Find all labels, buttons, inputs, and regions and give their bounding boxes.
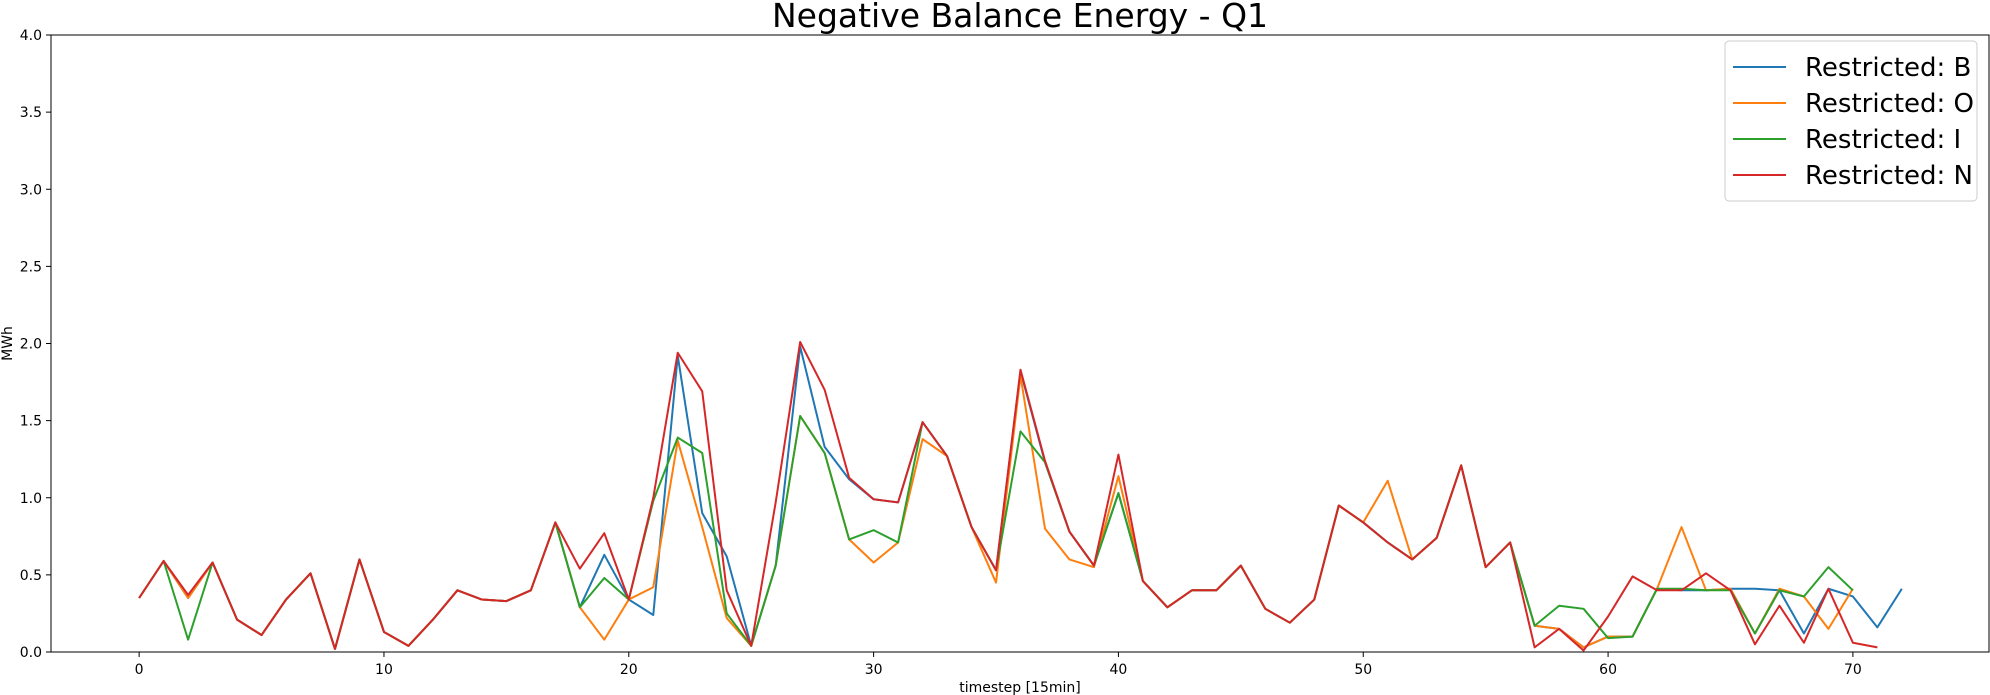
legend: Restricted: B Restricted: O Restricted: I R… [1724,40,1978,202]
y-tick-label: 0.5 [20,568,42,584]
y-axis-ticks: 0.0 0.5 1.0 1.5 2.0 2.5 3.0 3.5 4.0 [20,28,51,661]
y-tick-label: 2.5 [20,259,42,275]
y-tick-label: 0.0 [20,645,42,661]
y-tick-label: 1.0 [20,491,42,507]
y-tick-label: 1.5 [20,414,42,430]
x-tick-label: 50 [1354,662,1372,678]
legend-label: Restricted: B [1805,53,1971,83]
series-line-i [138,415,1854,650]
legend-label: Restricted: O [1805,89,1974,119]
x-tick-label: 0 [135,662,144,678]
y-tick-label: 3.0 [20,182,42,198]
legend-label: Restricted: I [1805,125,1961,155]
y-tick-label: 3.5 [20,105,42,121]
plot-frame [50,34,1990,653]
x-tick-label: 10 [375,662,393,678]
x-tick-label: 20 [620,662,638,678]
y-tick-label: 4.0 [20,28,42,44]
legend-box [1724,40,1978,202]
series-line-b [138,345,1903,650]
plot-lines [138,340,1903,652]
x-tick-label: 40 [1110,662,1128,678]
x-tick-label: 30 [865,662,883,678]
y-axis-label: MWh [0,326,16,361]
chart-title: Negative Balance Energy - Q1 [772,0,1268,35]
x-axis-ticks: 0 10 20 30 40 50 60 70 [135,652,1862,678]
x-tick-label: 60 [1599,662,1617,678]
series-line-o [138,374,1854,650]
x-tick-label: 70 [1844,662,1862,678]
y-tick-label: 2.0 [20,337,42,353]
x-axis-label: timestep [15min] [959,680,1081,695]
legend-label: Restricted: N [1805,161,1973,191]
series-line-n [138,340,1878,652]
